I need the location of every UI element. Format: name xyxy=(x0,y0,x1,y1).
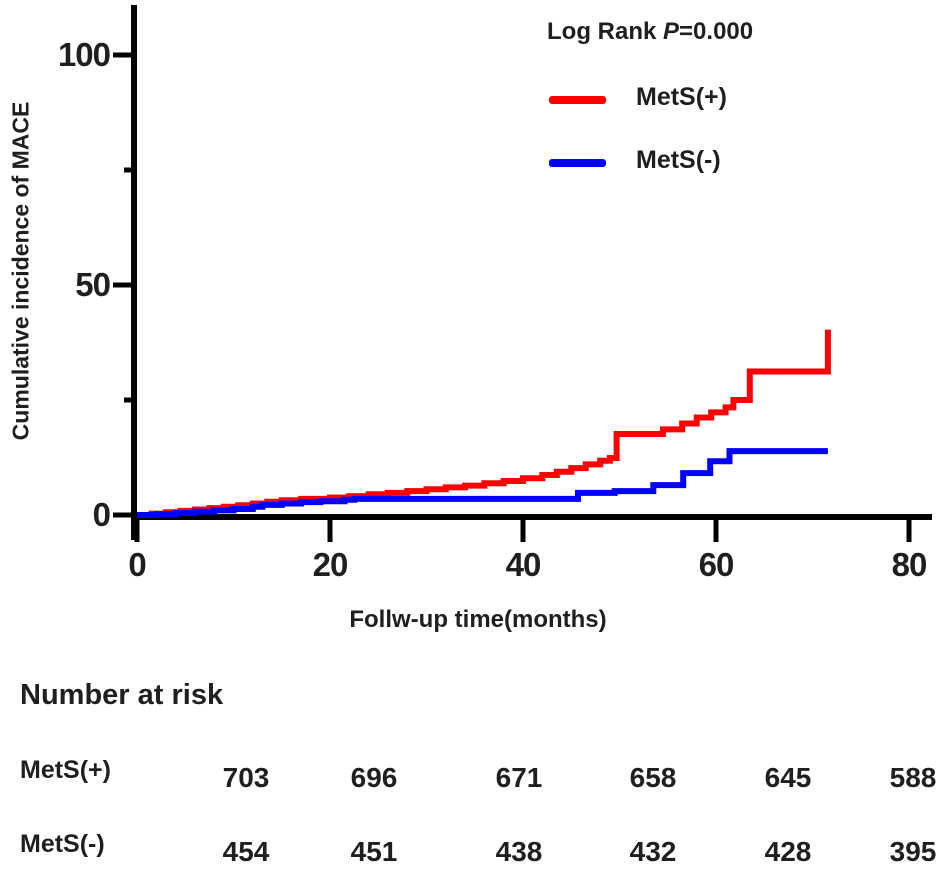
y-tick-label: 100 xyxy=(57,36,111,73)
mets-plus-line-swatch xyxy=(549,96,606,104)
axes xyxy=(113,5,932,542)
mets-minus-line-swatch xyxy=(549,159,606,167)
curve-mets-minus xyxy=(137,448,828,518)
plot-canvas xyxy=(113,5,932,542)
log-rank-p-symbol: P xyxy=(663,18,680,45)
risk-cell: 588 xyxy=(889,762,937,793)
x-tick-label: 0 xyxy=(128,546,146,583)
y-tick-label: 0 xyxy=(92,496,111,533)
curve-mets-plus xyxy=(137,329,831,518)
risk-cell: 395 xyxy=(889,836,937,867)
risk-cell: 454 xyxy=(222,836,270,867)
log-rank-p-value: =0.000 xyxy=(679,18,754,45)
x-tick-label: 60 xyxy=(698,546,735,583)
risk-cell: 645 xyxy=(764,762,812,793)
legend-label-mets-plus: MetS(+) xyxy=(636,83,727,111)
risk-cell: 428 xyxy=(764,836,812,867)
x-tick-label: 20 xyxy=(312,546,349,583)
risk-cell: 432 xyxy=(629,836,677,867)
x-tick-label: 40 xyxy=(505,546,542,583)
risk-cell: 703 xyxy=(222,762,270,793)
x-axis-label: Follw-up time(months) xyxy=(349,606,607,633)
risk-cell: 451 xyxy=(350,836,398,867)
x-tick-label: 80 xyxy=(891,546,928,583)
risk-cell: 658 xyxy=(629,762,677,793)
risk-cell: 671 xyxy=(495,762,543,793)
risk-cell: 438 xyxy=(495,836,543,867)
y-tick-label: 50 xyxy=(75,266,111,303)
log-rank-annotation: Log Rank P=0.000 xyxy=(547,18,753,46)
risk-table-heading: Number at risk xyxy=(20,679,224,711)
survival-curves xyxy=(137,329,831,518)
legend-label-mets-minus: MetS(-) xyxy=(636,146,721,174)
risk-cell: 696 xyxy=(350,762,398,793)
risk-row-label: MetS(-) xyxy=(20,830,105,858)
risk-row-label: MetS(+) xyxy=(20,756,111,784)
log-rank-prefix: Log Rank xyxy=(547,18,664,45)
